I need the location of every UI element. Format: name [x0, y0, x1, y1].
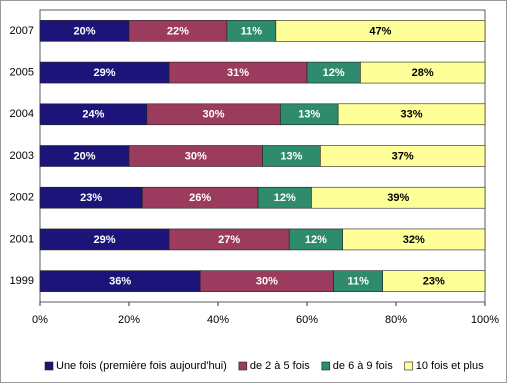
y-tick-label: 2001	[10, 233, 34, 245]
bar-segment	[311, 186, 486, 209]
value-label: 31%	[227, 67, 249, 79]
legend-label: de 2 à 5 fois	[250, 360, 310, 372]
value-label: 13%	[298, 109, 320, 121]
value-label: 26%	[189, 192, 211, 204]
value-label: 11%	[241, 25, 263, 37]
value-label: 30%	[185, 150, 207, 162]
value-label: 23%	[423, 276, 445, 288]
y-tick-label: 2004	[10, 108, 34, 120]
y-tick-label: 2007	[10, 25, 34, 37]
value-label: 28%	[412, 67, 434, 79]
value-label: 22%	[167, 25, 189, 37]
bar-segment	[320, 145, 486, 167]
value-label: 47%	[369, 25, 391, 37]
legend-label: de 6 à 9 fois	[333, 360, 393, 372]
value-label: 27%	[218, 234, 240, 246]
bar-segment	[337, 103, 486, 126]
value-label: 30%	[256, 276, 278, 288]
bar-segment	[342, 228, 486, 251]
value-label: 29%	[94, 67, 116, 79]
value-label: 23%	[80, 192, 102, 204]
legend-marker	[404, 361, 414, 371]
value-label: 12%	[305, 234, 327, 246]
value-label: 37%	[392, 150, 414, 162]
value-label: 12%	[323, 67, 345, 79]
x-tick-label: 100%	[471, 314, 499, 326]
bar-segment	[275, 20, 486, 42]
y-tick-label: 2003	[10, 150, 34, 162]
y-tick-label: 2005	[10, 66, 34, 78]
value-label: 11%	[347, 276, 369, 288]
legend-marker	[321, 361, 331, 371]
legend-label: Une fois (première fois aujourd'hui)	[56, 360, 227, 372]
value-label: 13%	[280, 150, 302, 162]
legend-marker	[238, 361, 248, 371]
bar-segment	[382, 270, 486, 292]
y-tick-label: 1999	[10, 275, 34, 287]
value-label: 39%	[387, 192, 409, 204]
x-tick-label: 0%	[32, 314, 48, 326]
value-label: 12%	[274, 192, 296, 204]
value-label: 20%	[73, 25, 95, 37]
value-label: 32%	[403, 234, 425, 246]
value-label: 29%	[94, 234, 116, 246]
x-tick-label: 40%	[207, 314, 229, 326]
bar-segment	[360, 61, 486, 84]
x-tick-label: 20%	[118, 314, 140, 326]
value-label: 36%	[109, 276, 131, 288]
value-label: 33%	[401, 109, 423, 121]
legend-marker	[44, 361, 54, 371]
value-label: 30%	[203, 109, 225, 121]
x-tick-label: 60%	[296, 314, 318, 326]
value-label: 20%	[73, 150, 95, 162]
value-label: 24%	[82, 109, 104, 121]
y-tick-label: 2002	[10, 192, 34, 204]
legend-label: 10 fois et plus	[416, 360, 484, 372]
x-tick-label: 80%	[385, 314, 407, 326]
